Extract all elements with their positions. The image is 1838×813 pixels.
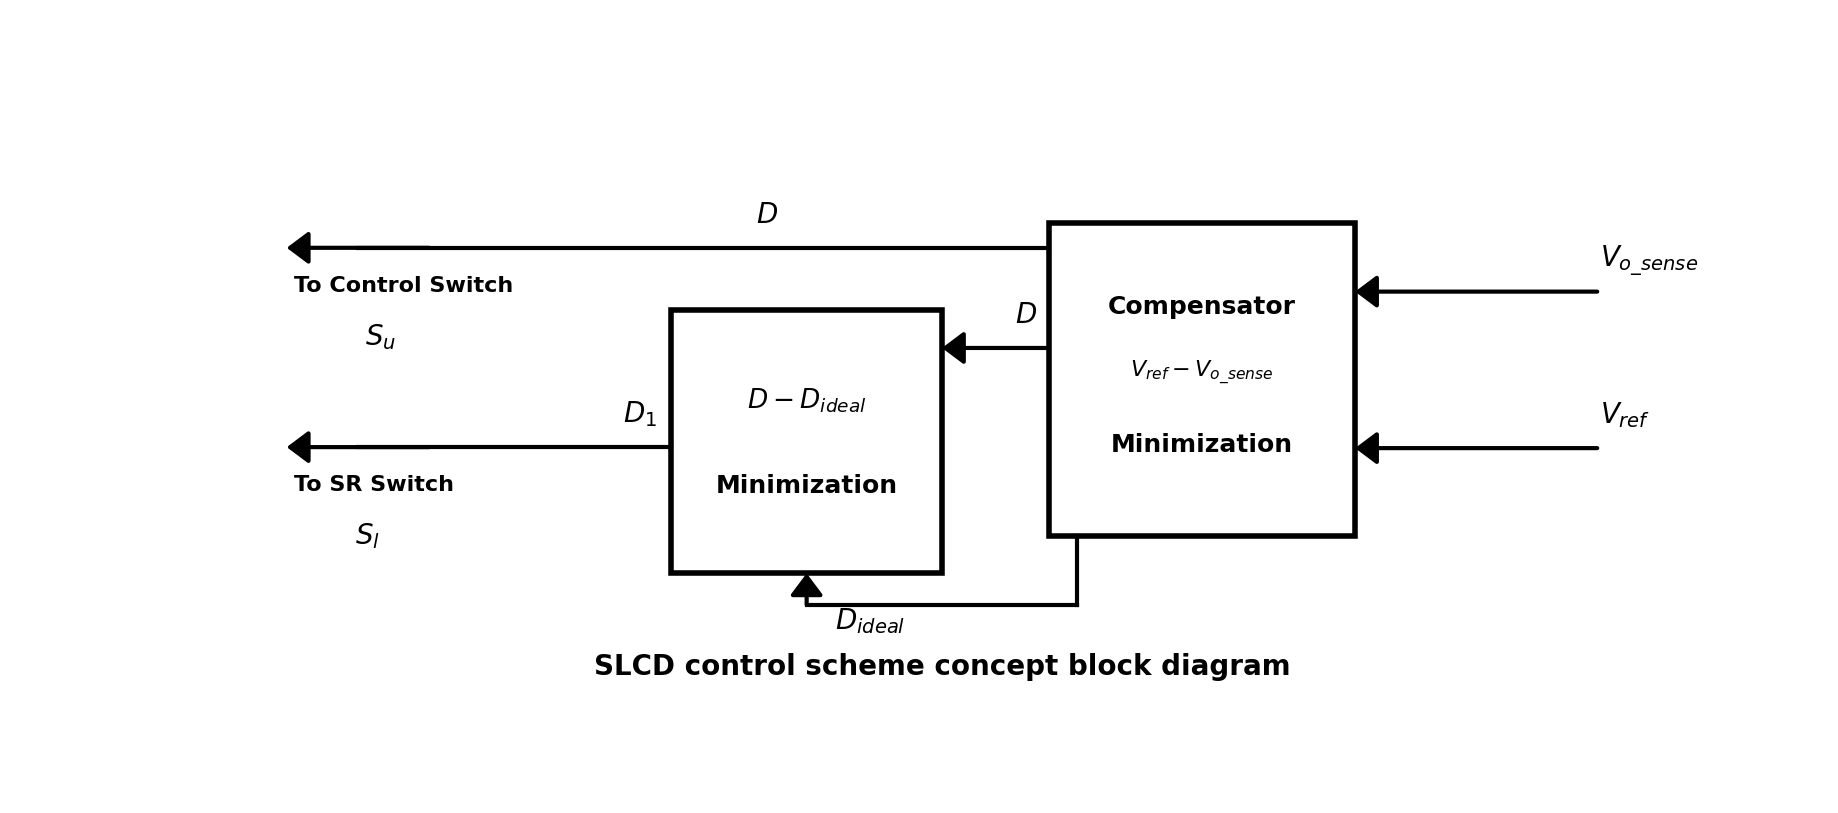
Bar [1049, 223, 1355, 536]
Text: SLCD control scheme concept block diagram: SLCD control scheme concept block diagra… [594, 653, 1290, 681]
Text: To Control Switch: To Control Switch [294, 276, 513, 296]
Text: To SR Switch: To SR Switch [294, 475, 454, 495]
Text: $V_{ref}-V_{o\_sense}$: $V_{ref}-V_{o\_sense}$ [1130, 359, 1274, 387]
Text: Minimization: Minimization [1110, 433, 1292, 457]
Text: $D_1$: $D_1$ [623, 399, 658, 429]
Text: Compensator: Compensator [1108, 295, 1296, 320]
Text: $V_{o\_sense}$: $V_{o\_sense}$ [1601, 243, 1698, 278]
Bar [671, 311, 943, 573]
Text: $S_l$: $S_l$ [355, 521, 380, 551]
Text: $D_{ideal}$: $D_{ideal}$ [834, 606, 906, 637]
Text: $V_{ref}$: $V_{ref}$ [1601, 400, 1651, 430]
Text: $D$: $D$ [1015, 301, 1037, 329]
Text: $S_u$: $S_u$ [366, 322, 397, 352]
Text: $D-D_{ideal}$: $D-D_{ideal}$ [746, 387, 866, 415]
Text: $D$: $D$ [757, 201, 779, 228]
Text: Minimization: Minimization [715, 474, 897, 498]
